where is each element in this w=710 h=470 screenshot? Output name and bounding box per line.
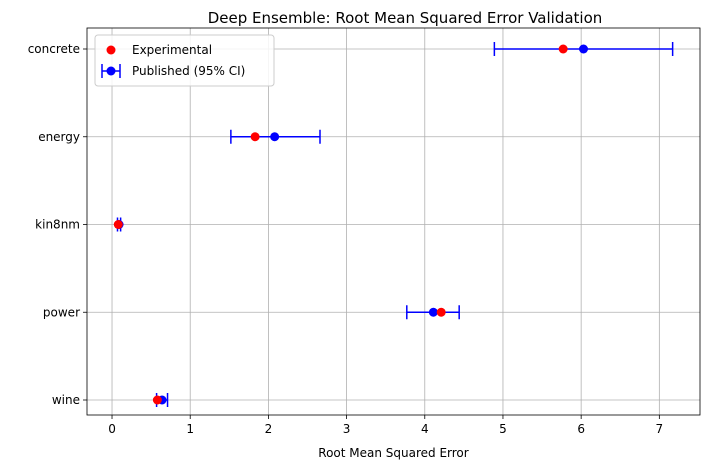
legend-label-experimental: Experimental: [132, 43, 212, 57]
x-tick-label: 6: [577, 422, 585, 436]
experimental-point-wine: [152, 395, 162, 405]
published-point-power: [428, 307, 438, 317]
errorbar-concrete: [493, 42, 674, 56]
y-tick-label-power: power: [43, 305, 80, 319]
y-tick-label-wine: wine: [52, 393, 80, 407]
experimental-point-power: [436, 307, 446, 317]
y-tick-label-concrete: concrete: [28, 42, 80, 56]
chart-title: Deep Ensemble: Root Mean Squared Error V…: [208, 9, 603, 27]
y-tick-label-kin8nm: kin8nm: [35, 218, 80, 232]
errorbar-energy: [230, 129, 321, 144]
x-tick-label: 4: [421, 422, 429, 436]
experimental-point-kin8nm: [113, 220, 123, 229]
tick-layer: 0 1 2 3 4 5 6 7 concrete energy kin8nm power wine: [28, 42, 663, 436]
x-tick-label: 1: [186, 422, 194, 436]
legend-marker-experimental: [106, 45, 116, 55]
published-point-energy: [270, 132, 280, 142]
y-tick-label-energy: energy: [38, 130, 80, 144]
x-tick-label: 7: [656, 422, 664, 436]
x-tick-label: 3: [343, 422, 351, 436]
legend-label-published: Published (95% CI): [132, 64, 245, 78]
legend: Experimental Published (95% CI): [94, 34, 275, 87]
x-tick-label: 5: [499, 422, 507, 436]
experimental-point-energy: [250, 132, 260, 142]
grid-layer: [87, 28, 700, 415]
published-point-concrete: [578, 44, 588, 54]
legend-marker-published: [106, 66, 116, 76]
x-tick-label: 2: [265, 422, 273, 436]
plot-frame: [86, 27, 701, 416]
experimental-point-concrete: [558, 44, 568, 54]
x-axis-label: Root Mean Squared Error: [318, 446, 469, 460]
marks-layer: [113, 42, 674, 407]
errorbar-power: [406, 305, 460, 320]
x-tick-label: 0: [108, 422, 116, 436]
legend-box: [94, 34, 275, 87]
